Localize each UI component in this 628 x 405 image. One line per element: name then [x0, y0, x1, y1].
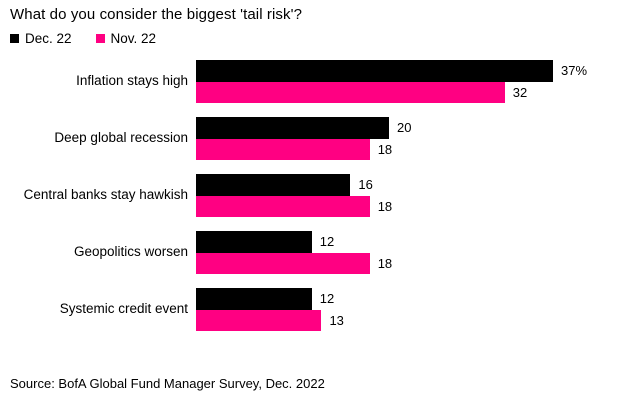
category-label: Geopolitics worsen [73, 244, 188, 260]
legend-swatch-nov-22-icon [95, 34, 105, 43]
bar-row: 18 [196, 138, 628, 160]
legend-label-dec-22: Dec. 22 [25, 31, 72, 46]
bar-nov-22 [196, 195, 370, 217]
bar-row: 20 [196, 117, 628, 139]
bar-chart: Inflation stays high 37% 32 Deep global rec… [0, 60, 628, 345]
bar-value-label: 18 [377, 198, 393, 214]
bar-group: Deep global recession 20 18 [0, 117, 628, 160]
bar-row: 32 [196, 81, 628, 103]
legend-item-nov-22: Nov. 22 [95, 31, 157, 46]
bar-pair: 12 18 [196, 231, 628, 274]
bar-dec-22 [196, 60, 554, 82]
bar-group: Geopolitics worsen 12 18 [0, 231, 628, 274]
bar-pair: 12 13 [196, 288, 628, 331]
bar-row: 18 [196, 195, 628, 217]
source-note: Source: BofA Global Fund Manager Survey,… [10, 376, 325, 391]
chart-title: What do you consider the biggest 'tail r… [10, 6, 303, 23]
category-label: Systemic credit event [59, 301, 188, 317]
bar-row: 16 [196, 174, 628, 196]
bar-nov-22 [196, 309, 322, 331]
bar-row: 37% [196, 60, 628, 82]
bar-row: 18 [196, 252, 628, 274]
bar-pair: 16 18 [196, 174, 628, 217]
bar-value-label: 32 [512, 84, 528, 100]
legend: Dec. 22 Nov. 22 [10, 31, 156, 46]
bar-value-label: 18 [377, 141, 393, 157]
category-label: Central banks stay hawkish [23, 187, 188, 203]
bar-nov-22 [196, 252, 370, 274]
bar-group: Central banks stay hawkish 16 18 [0, 174, 628, 217]
bar-dec-22 [196, 174, 351, 196]
bar-dec-22 [196, 288, 312, 310]
category-label: Deep global recession [54, 130, 188, 146]
bar-row: 12 [196, 288, 628, 310]
bar-value-label: 37% [561, 63, 588, 79]
bar-pair: 20 18 [196, 117, 628, 160]
bar-pair: 37% 32 [196, 60, 628, 103]
category-label: Inflation stays high [76, 73, 188, 89]
legend-label-nov-22: Nov. 22 [110, 31, 157, 46]
bar-group: Systemic credit event 12 13 [0, 288, 628, 331]
bar-value-label: 13 [329, 312, 344, 328]
bar-dec-22 [196, 231, 312, 253]
bar-dec-22 [196, 117, 389, 139]
bar-group: Inflation stays high 37% 32 [0, 60, 628, 103]
bar-nov-22 [196, 138, 370, 160]
legend-swatch-dec-22-icon [10, 34, 19, 43]
bar-row: 13 [196, 309, 628, 331]
bar-value-label: 20 [397, 120, 412, 136]
bar-value-label: 18 [377, 255, 393, 271]
bar-nov-22 [196, 81, 505, 103]
bar-value-label: 12 [319, 291, 335, 307]
legend-item-dec-22: Dec. 22 [10, 31, 72, 46]
bar-value-label: 12 [319, 234, 335, 250]
bar-value-label: 16 [358, 177, 373, 193]
bar-row: 12 [196, 231, 628, 253]
